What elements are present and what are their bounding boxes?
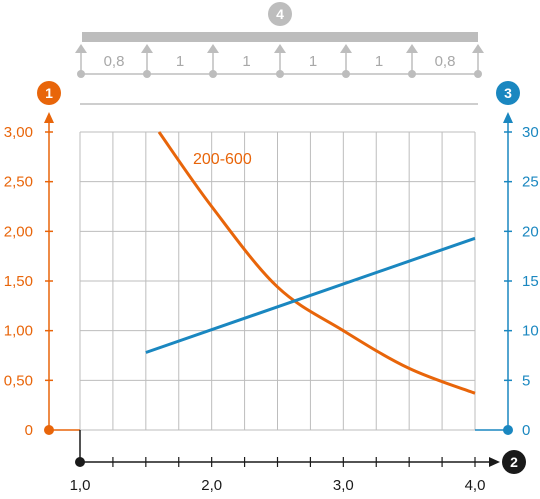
left-axis-tick-label: 3,00 bbox=[4, 124, 33, 141]
beam-support-triangle bbox=[207, 44, 219, 53]
span-label-bg bbox=[428, 52, 462, 68]
x-axis-marker-circle bbox=[502, 450, 526, 474]
span-label: 1 bbox=[309, 53, 317, 70]
left-axis-tick-label: 1,00 bbox=[4, 323, 33, 340]
right-axis-tick-label: 10 bbox=[522, 323, 539, 340]
right-axis-marker-label: 3 bbox=[504, 85, 512, 101]
left-axis-tick-label: 0,50 bbox=[4, 372, 33, 389]
span-label: 1 bbox=[176, 53, 184, 70]
x-axis-tick-label: 1,0 bbox=[70, 477, 91, 494]
span-label: 1 bbox=[242, 53, 250, 70]
left-axis-tick-label: 0 bbox=[25, 422, 33, 439]
span-label: 1 bbox=[375, 53, 383, 70]
span-label: 0,8 bbox=[435, 53, 456, 70]
left-axis-marker-label: 1 bbox=[45, 85, 53, 101]
beam-marker-circle bbox=[268, 2, 292, 26]
right-axis-tick-label: 5 bbox=[522, 372, 530, 389]
left-axis-tick-label: 2,00 bbox=[4, 223, 33, 240]
beam-support-triangle bbox=[141, 44, 153, 53]
right-axis-tick-label: 15 bbox=[522, 273, 539, 290]
x-axis-tick-label: 4,0 bbox=[465, 477, 486, 494]
right-axis-arrowhead bbox=[503, 112, 513, 123]
series-200-600-curve bbox=[157, 131, 476, 395]
beam-support-triangle bbox=[75, 44, 87, 53]
right-axis-tick-label: 20 bbox=[522, 223, 539, 240]
left-axis-marker-circle bbox=[37, 81, 61, 105]
beam-marker-label: 4 bbox=[276, 6, 284, 22]
span-label-bg bbox=[163, 52, 197, 68]
span-label-bg bbox=[362, 52, 396, 68]
span-label-bg bbox=[97, 52, 131, 68]
beam-support-triangle bbox=[406, 44, 418, 53]
span-label-bg bbox=[229, 52, 264, 68]
left-axis-tick-label: 1,50 bbox=[4, 273, 33, 290]
x-axis-arrowhead bbox=[489, 457, 500, 467]
span-label: 0,8 bbox=[104, 53, 125, 70]
x-axis-tick-label: 2,0 bbox=[201, 477, 222, 494]
beam-bar bbox=[82, 32, 478, 42]
left-axis-tick-label: 2,50 bbox=[4, 174, 33, 191]
right-axis-tick-label: 30 bbox=[522, 124, 539, 141]
beam-support-triangle bbox=[274, 44, 286, 53]
x-axis-marker-label: 2 bbox=[510, 454, 518, 470]
x-axis-tick-label: 3,0 bbox=[333, 477, 354, 494]
beam-support-triangle bbox=[472, 44, 484, 53]
series-200-600-label: 200-600 bbox=[193, 151, 252, 168]
right-axis-tick-label: 25 bbox=[522, 174, 539, 191]
right-axis-tick-label: 0 bbox=[522, 422, 530, 439]
left-axis-arrowhead bbox=[44, 112, 54, 123]
span-label-bg bbox=[296, 52, 330, 68]
right-axis-marker-circle bbox=[496, 81, 520, 105]
beam-support-triangle bbox=[340, 44, 352, 53]
series-blue-line bbox=[145, 236, 476, 354]
